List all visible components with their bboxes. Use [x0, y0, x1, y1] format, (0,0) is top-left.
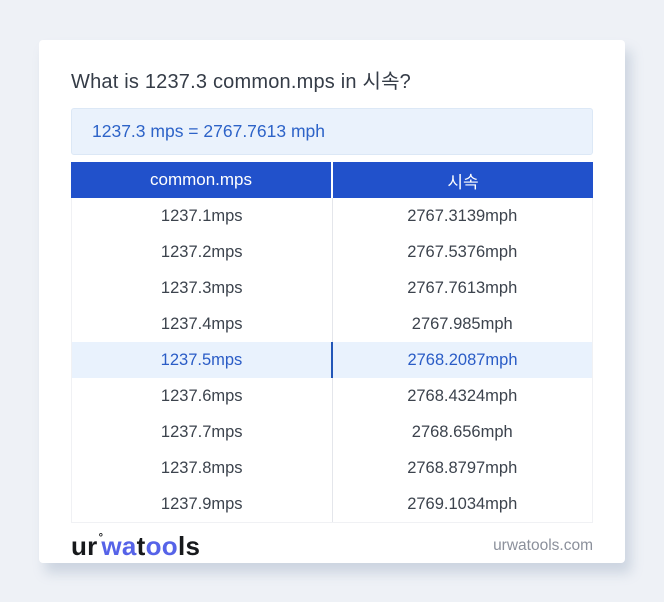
card-footer: ur°watools urwatools.com: [71, 529, 593, 563]
cell-mph-value: 2768.2087mph: [407, 350, 518, 369]
cell-mps-value: 1237.9mps: [72, 486, 333, 522]
site-logo[interactable]: ur°watools: [71, 531, 201, 561]
cell-mps-value: 1237.3mps: [72, 270, 333, 306]
table-body: 1237.1mps 2767.3139mph 1237.2mps 2767.5376m…: [72, 198, 592, 522]
table-row[interactable]: 1237.6mps 2768.4324mph: [72, 378, 592, 414]
conversion-card: What is 1237.3 common.mps in 시속? 1237.3 …: [39, 40, 625, 563]
table-row[interactable]: 1237.8mps 2768.8797mph: [72, 450, 592, 486]
logo-ring-icon: °: [98, 532, 104, 544]
table-row[interactable]: 1237.3mps 2767.7613mph: [72, 270, 592, 306]
logo-text-wa: wa: [101, 531, 137, 561]
cell-mph-value: 2769.1034mph: [407, 494, 518, 513]
table-header-row: common.mps 시속: [71, 162, 593, 198]
page-title: What is 1237.3 common.mps in 시속?: [71, 71, 411, 93]
table-row[interactable]: 1237.7mps 2768.656mph: [72, 414, 592, 450]
cell-mph-value: 2768.4324mph: [407, 386, 518, 405]
cell-mph-value: 2767.7613mph: [407, 278, 518, 297]
column-header-sisok: 시속: [447, 172, 479, 192]
table-row[interactable]: 1237.2mps 2767.5376mph: [72, 234, 592, 270]
cell-mps-value: 1237.2mps: [72, 234, 333, 270]
cell-mps-value: 1237.6mps: [72, 378, 333, 414]
site-domain-text: urwatools.com: [493, 537, 593, 554]
conversion-result-box: 1237.3 mps = 2767.7613 mph: [71, 108, 593, 155]
table-row[interactable]: 1237.5mps 2768.2087mph: [72, 342, 592, 378]
logo-text-ls: ls: [177, 531, 201, 561]
cell-mph-value: 2768.656mph: [411, 422, 513, 441]
cell-mps-value: 1237.7mps: [72, 414, 333, 450]
conversion-table: common.mps 시속 1237.1mps 2767.3139mph 1237.…: [71, 162, 593, 523]
cell-mps-value: 1237.4mps: [72, 306, 333, 342]
cell-mps-value: 1237.5mps: [72, 342, 333, 378]
cell-mps-value: 1237.1mps: [72, 198, 333, 234]
column-header-common-mps: common.mps: [71, 162, 333, 198]
logo-text-ur: ur: [71, 531, 98, 561]
logo-text-oo: oo: [145, 531, 178, 561]
cell-mph-value: 2768.8797mph: [407, 458, 518, 477]
cell-mph-value: 2767.3139mph: [407, 206, 518, 225]
cell-mph-value: 2767.5376mph: [407, 242, 518, 261]
table-row[interactable]: 1237.1mps 2767.3139mph: [72, 198, 592, 234]
table-row[interactable]: 1237.4mps 2767.985mph: [72, 306, 592, 342]
conversion-result-text: 1237.3 mps = 2767.7613 mph: [92, 121, 326, 141]
table-row[interactable]: 1237.9mps 2769.1034mph: [72, 486, 592, 522]
cell-mph-value: 2767.985mph: [411, 314, 513, 333]
logo-text-t: t: [136, 531, 146, 561]
cell-mps-value: 1237.8mps: [72, 450, 333, 486]
